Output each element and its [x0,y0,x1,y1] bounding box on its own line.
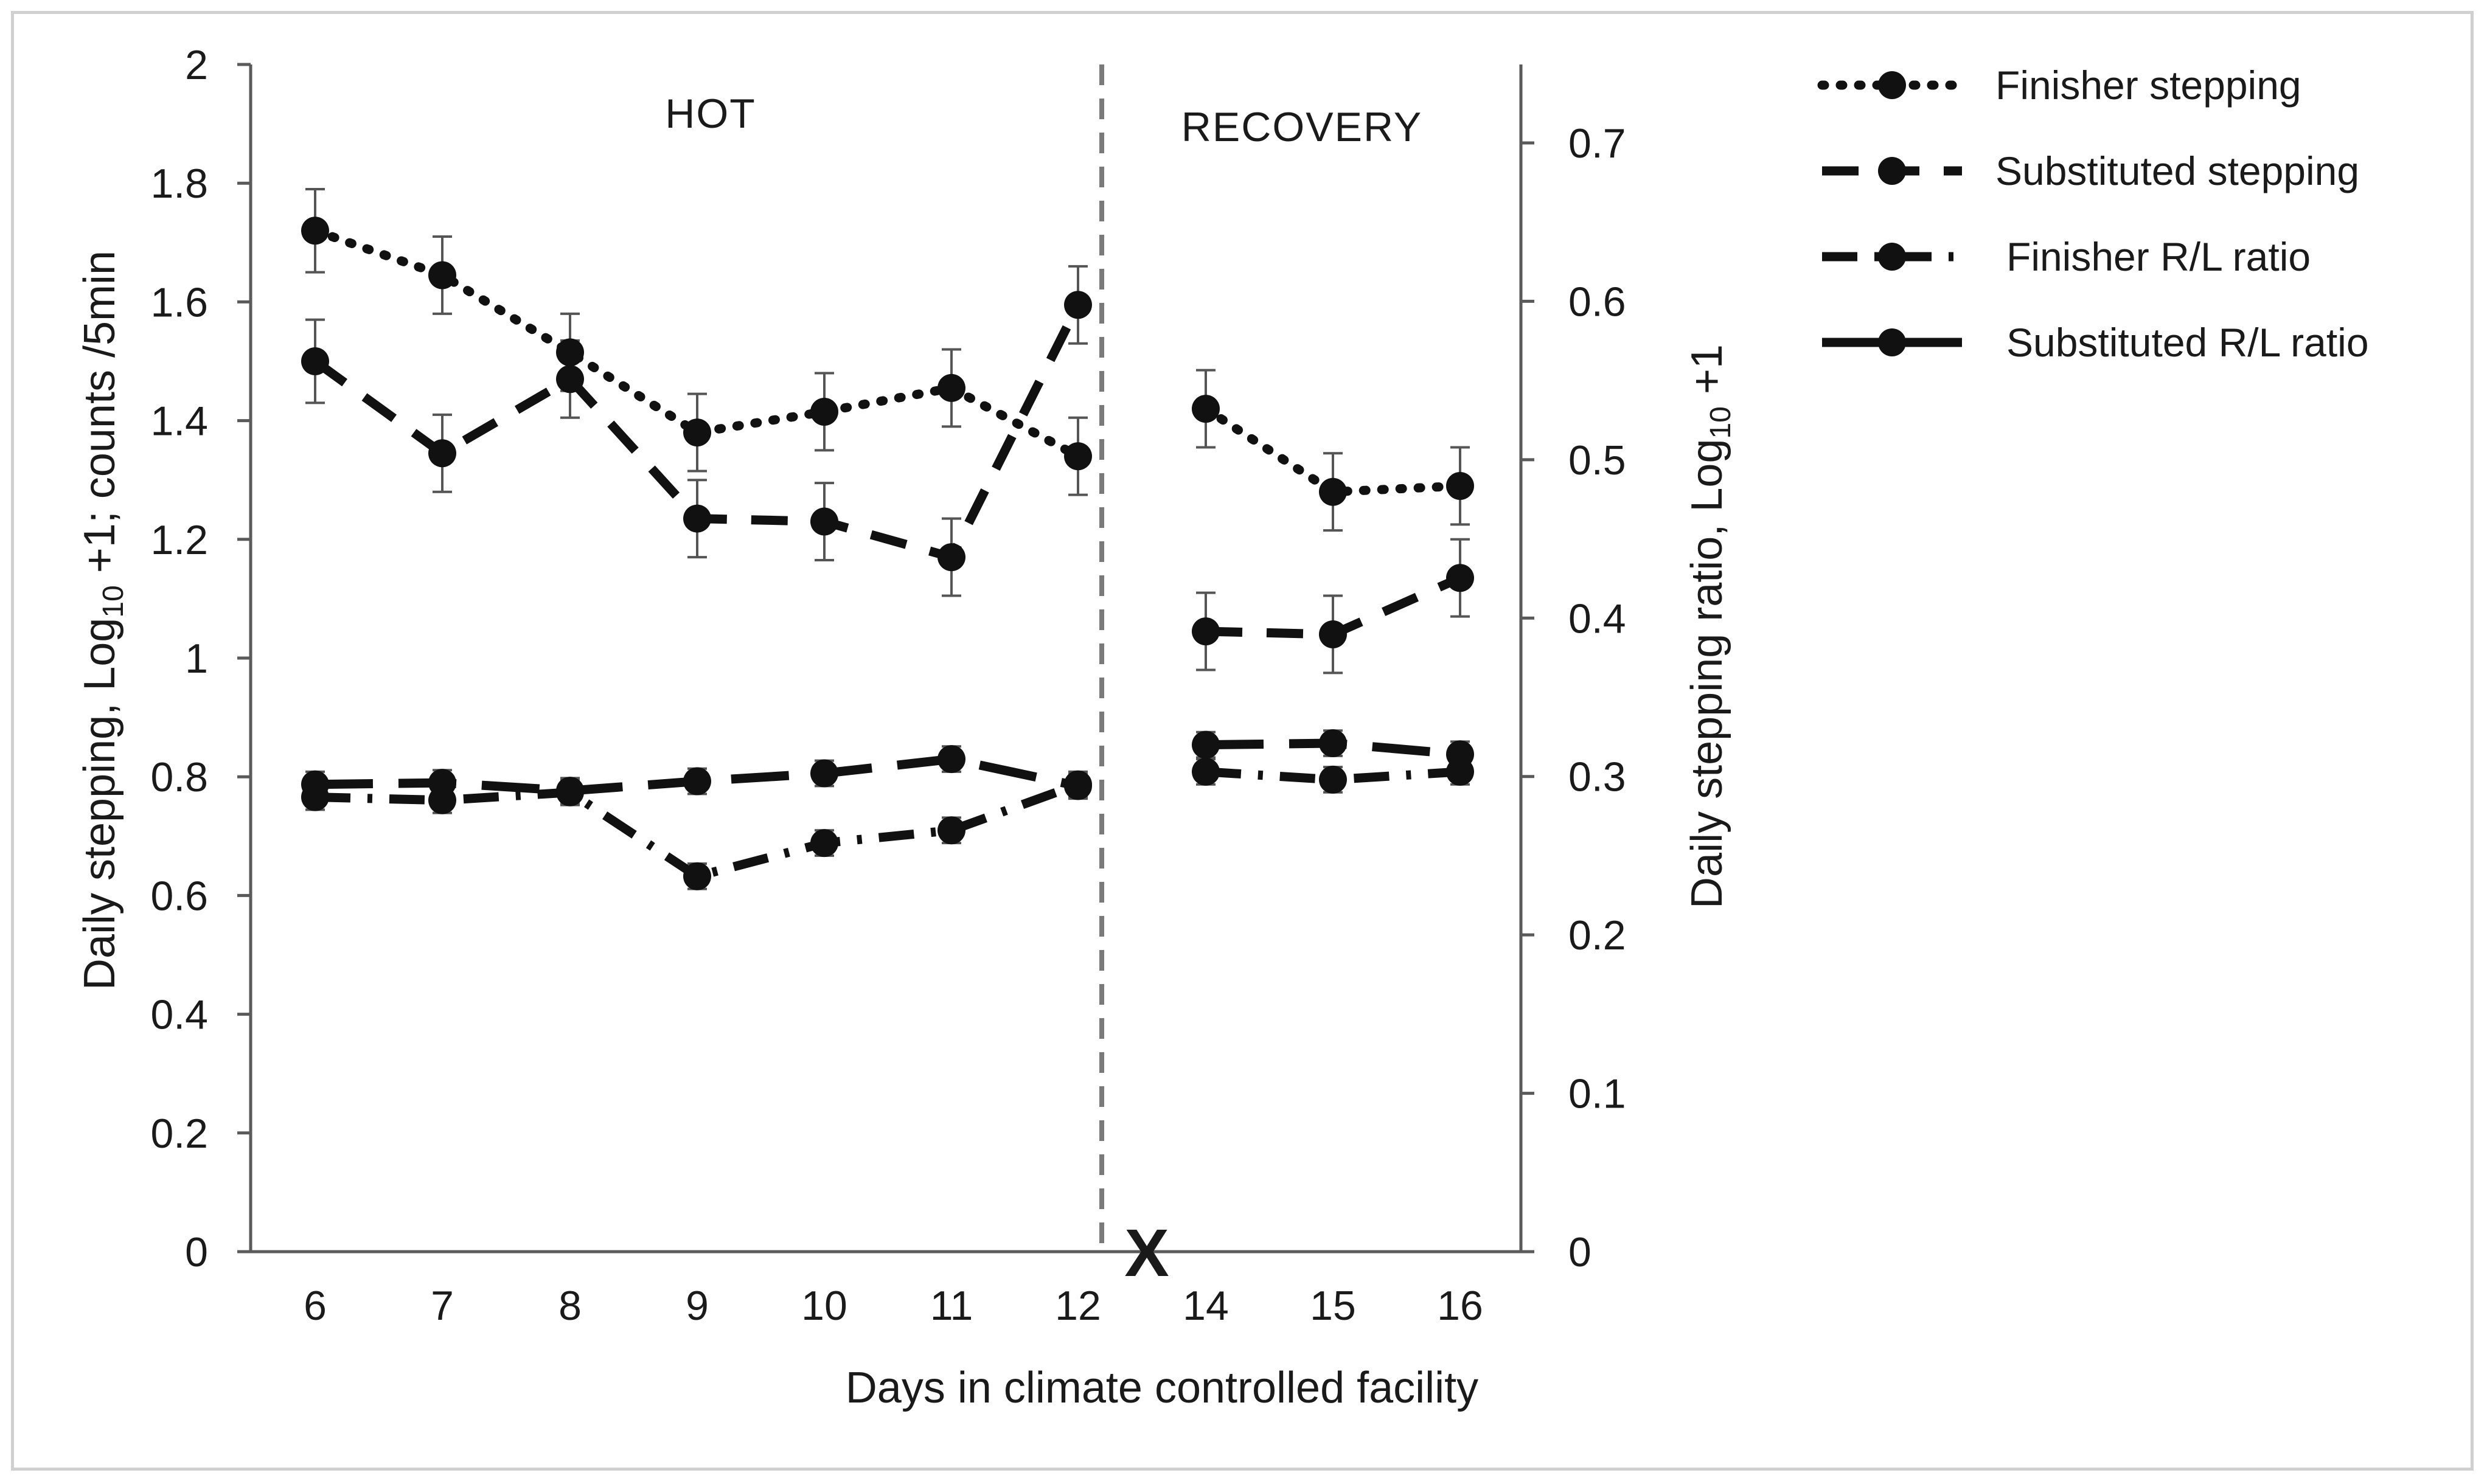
data-point [810,397,838,426]
data-point [1319,729,1347,758]
series-points-layer [301,217,1474,890]
left-tick-label: 1.6 [150,279,208,325]
left-tick-label: 0.2 [150,1111,208,1157]
x-tick-label: 6 [304,1283,327,1329]
legend-label: Substituted R/L ratio [2006,320,2369,365]
right-tick-label: 0.6 [1568,279,1626,325]
axis-break-x-marker: X [1124,1216,1169,1291]
legend-label: Substituted stepping [1995,148,2359,193]
legend-label: Finisher stepping [1995,63,2301,108]
data-point [556,777,584,805]
data-point [937,373,965,402]
data-point [1192,757,1220,786]
data-point [301,347,329,375]
x-tick-label: 9 [686,1283,709,1329]
left-tick-label: 1.2 [150,517,208,563]
right-tick-label: 0.5 [1568,437,1626,484]
right-axis-title: Daily stepping ratio, Log10 +1 [1683,344,1737,909]
data-point [556,365,584,394]
x-tick-label: 16 [1437,1283,1483,1329]
left-tick-label: 0.8 [150,754,208,800]
left-tick-label: 1 [185,636,208,682]
x-tick-label: 14 [1183,1283,1229,1329]
data-point [428,439,456,468]
left-tick-label: 0.4 [150,992,208,1038]
data-point [683,767,711,796]
data-point [1446,471,1474,500]
x-axis-title: Days in climate controlled facility [846,1364,1478,1412]
right-tick-label: 0.2 [1568,912,1626,959]
left-tick-label: 0.6 [150,873,208,919]
data-point [1192,730,1220,759]
data-point [1446,564,1474,592]
x-tick-label: 8 [558,1283,582,1329]
left-axis-title: Daily stepping, Log10 +1; counts /5min [75,251,130,990]
data-point [1064,772,1092,800]
legend-marker [1878,71,1906,99]
data-point [1319,620,1347,648]
data-point [1192,617,1220,646]
data-point [937,816,965,845]
data-point [1319,477,1347,506]
left-tick-label: 1.8 [150,161,208,207]
data-point [1064,291,1092,319]
data-point [937,543,965,572]
x-tick-label: 10 [801,1283,847,1329]
data-point [428,261,456,290]
x-tick-label: 7 [431,1283,454,1329]
right-tick-label: 0.3 [1568,754,1626,800]
region-label-recovery: RECOVERY [1181,104,1422,150]
data-point [428,769,456,797]
data-point [301,217,329,245]
data-point [683,862,711,890]
legend: Finisher stepping Substituted stepping Fin… [1817,63,2369,365]
right-tick-label: 0.4 [1568,595,1626,642]
legend-marker [1878,243,1906,271]
data-point [1192,395,1220,423]
right-tick-label: 0 [1568,1229,1591,1275]
data-point [683,504,711,533]
x-tick-label: 11 [930,1283,973,1329]
data-point [937,745,965,774]
data-point [1319,765,1347,794]
legend-marker [1878,328,1906,356]
data-point [810,507,838,536]
right-tick-label: 0.7 [1568,120,1626,167]
right-tick-label: 0.1 [1568,1071,1626,1117]
axes-layer: 0 0.2 0.4 0.6 0.8 1 1.2 1.4 1.6 1.8 2 0 0.1 0.2 0.3 0.4… [150,42,1626,1329]
legend-marker [1878,157,1906,185]
x-tick-label: 15 [1310,1283,1356,1329]
left-tick-label: 2 [185,42,208,88]
legend-label: Finisher R/L ratio [2006,234,2311,279]
data-point [810,759,838,788]
left-tick-label: 0 [185,1229,208,1275]
data-point [301,770,329,799]
region-label-hot: HOT [665,91,756,137]
data-point [556,338,584,367]
series-lines-layer [310,226,1465,881]
data-point [1064,442,1092,471]
x-tick-label: 12 [1055,1283,1101,1329]
left-tick-label: 1.4 [150,398,208,445]
data-point [810,829,838,858]
data-point [683,418,711,447]
data-point [1446,740,1474,769]
